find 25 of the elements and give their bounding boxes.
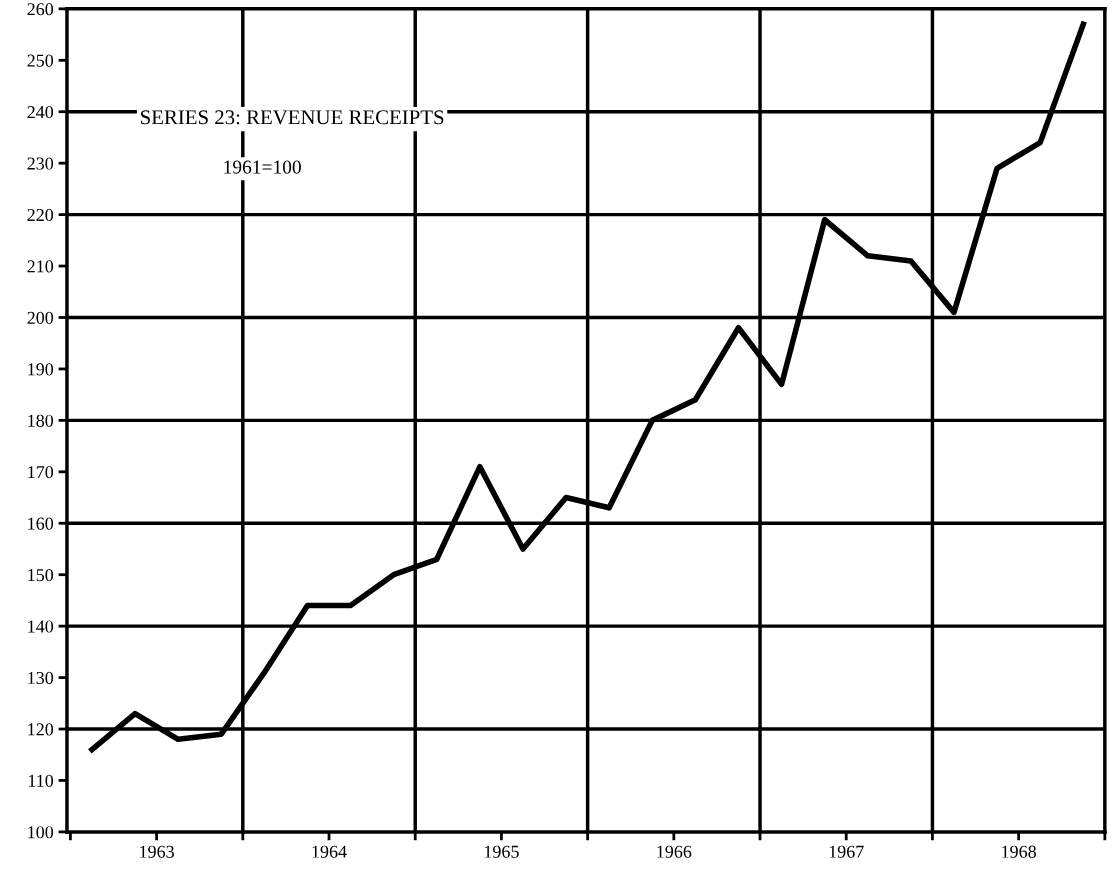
y-tick-label: 250	[27, 54, 54, 67]
y-tick-label: 170	[28, 466, 54, 479]
x-tick-label: 1966	[657, 845, 692, 858]
y-tick-label: 220	[27, 208, 54, 222]
x-tick-label: 1965	[484, 845, 519, 858]
y-tick-label: 110	[28, 774, 54, 787]
y-tick-label: 120	[28, 723, 54, 736]
y-tick-label: 190	[28, 363, 54, 376]
y-tick-label: 260	[27, 3, 54, 16]
x-tick-label: 1968	[1002, 845, 1036, 858]
text: SERIES 23: REVENUE RECEIPTS	[141, 110, 444, 125]
y-tick-label: 200	[27, 311, 54, 324]
y-tick-label: 240	[27, 105, 54, 119]
y-tick-label: 210	[27, 260, 54, 273]
y-tick-label: 150	[28, 568, 54, 582]
text: 1961=100	[224, 160, 301, 174]
y-tick-label: 130	[28, 671, 54, 685]
x-tick-label: 1963	[140, 845, 174, 858]
y-tick-label: 180	[28, 414, 54, 427]
y-tick-label: 140	[28, 620, 54, 633]
x-tick-label: 1967	[829, 845, 864, 858]
x-tick-label: 1964	[312, 845, 347, 858]
y-tick-label: 230	[27, 157, 54, 170]
y-tick-label: 100	[28, 826, 54, 839]
y-tick-label: 160	[28, 517, 54, 530]
